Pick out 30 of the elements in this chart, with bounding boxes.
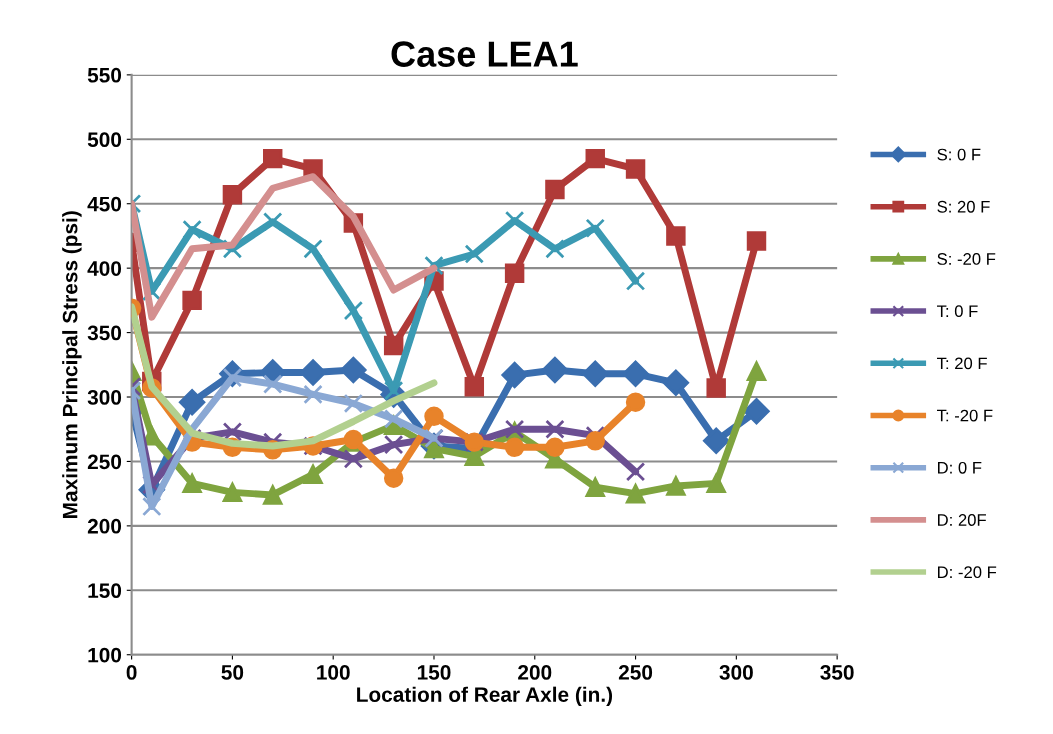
x-tick-label: 100 — [317, 665, 350, 680]
x-tick-label: 200 — [518, 665, 552, 680]
legend-label: D: 0 F — [938, 461, 982, 474]
x-tick-label: 300 — [719, 665, 753, 680]
x-tick-label: 250 — [618, 665, 653, 680]
legend-label: S: -20 F — [937, 253, 996, 265]
x-tick-label: 50 — [221, 665, 244, 680]
legend-label: D: -20 F — [938, 566, 997, 579]
legend-label: S: 20 F — [937, 200, 990, 213]
chart-title: Case LEA1 — [391, 41, 578, 67]
x-tick-label: 350 — [820, 665, 854, 680]
y-tick-label: 450 — [87, 196, 122, 212]
y-tick-label: 200 — [87, 518, 122, 534]
y-tick-label: 100 — [88, 647, 122, 663]
y-tick-label: 150 — [88, 583, 122, 599]
x-axis-title: Location of Rear Axle (in.) — [357, 686, 613, 707]
y-tick-label: 250 — [87, 454, 122, 470]
y-tick-label: 400 — [87, 261, 122, 276]
x-tick-label: 0 — [126, 665, 137, 680]
legend-label: D: 20F — [938, 514, 986, 526]
legend-label: T: 20 F — [937, 357, 987, 370]
y-tick-label: 350 — [87, 325, 122, 341]
legend-label: S: 0 F — [937, 148, 981, 161]
legend-label: T: -20 F — [937, 409, 993, 422]
y-tick-label: 500 — [87, 132, 122, 148]
legend-label: T: 0 F — [937, 305, 978, 318]
y-tick-label: 300 — [87, 390, 122, 405]
y-tick-label: 550 — [87, 67, 122, 83]
x-tick-label: 150 — [417, 665, 451, 680]
y-axis-title: Maximum Principal Stress (psi) — [62, 211, 82, 518]
